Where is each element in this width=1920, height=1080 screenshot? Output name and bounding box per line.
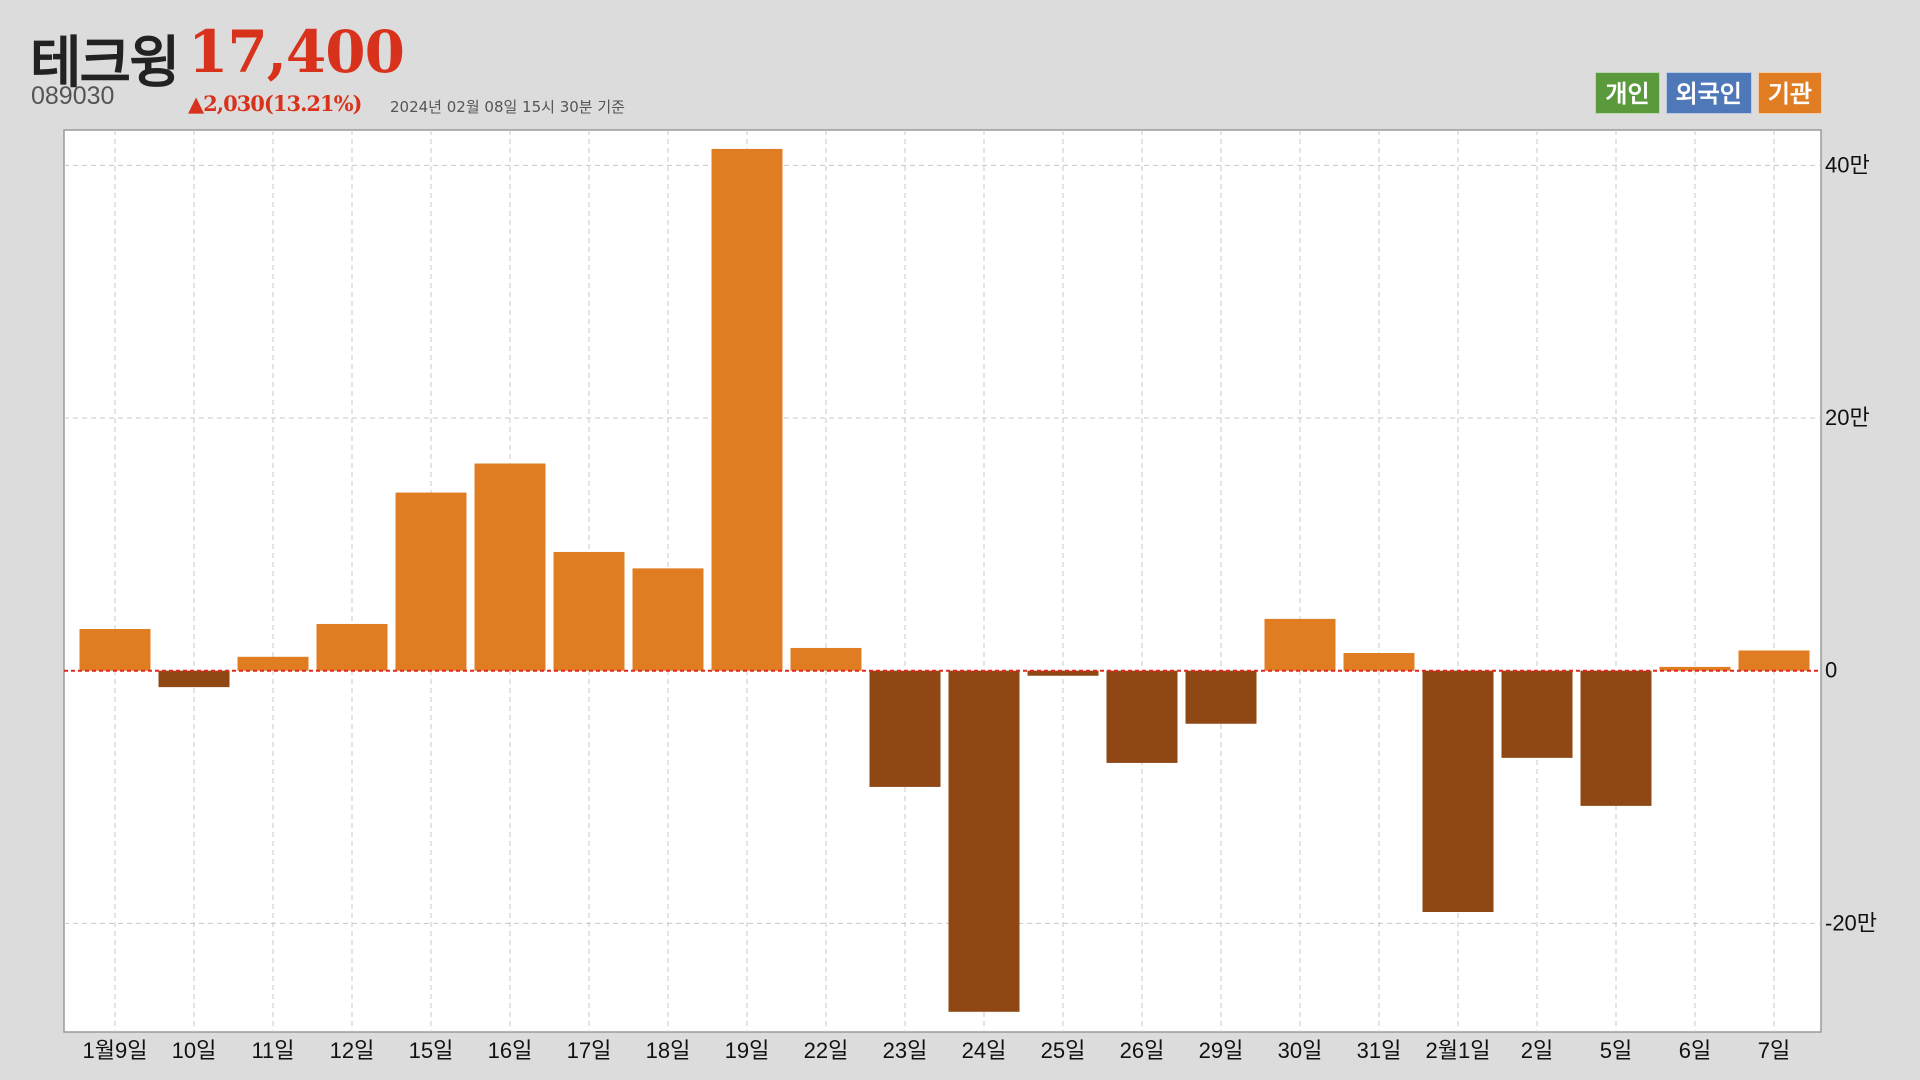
legend-institution[interactable]: 기관 (1757, 72, 1822, 114)
y-tick-label: 20만 (1825, 405, 1870, 430)
legend: 개인 외국인 기관 (1595, 72, 1822, 114)
bar (1659, 666, 1731, 671)
x-tick-label: 12일 (330, 1038, 375, 1063)
x-tick-label: 30일 (1278, 1038, 1323, 1063)
y-tick-label: 40만 (1825, 152, 1870, 177)
header: 테크윙 17,400 089030 ▲2,030(13.21%) 2024년 0… (0, 0, 1920, 128)
x-tick-label: 11일 (251, 1038, 294, 1063)
x-tick-label: 2월1일 (1426, 1038, 1491, 1063)
x-tick-label: 2일 (1521, 1038, 1553, 1063)
bar (158, 670, 230, 688)
bar (1422, 670, 1494, 912)
bar (474, 463, 546, 671)
x-tick-label: 10일 (172, 1038, 217, 1063)
x-tick-label: 31일 (1357, 1038, 1402, 1063)
bar (395, 492, 467, 671)
bar (869, 670, 941, 787)
bar (948, 670, 1020, 1012)
bar (1501, 670, 1573, 758)
x-tick-label: 17일 (567, 1038, 612, 1063)
x-tick-label: 6일 (1679, 1038, 1711, 1063)
x-tick-label: 1월9일 (83, 1038, 148, 1063)
bar (1343, 653, 1415, 671)
bar (1106, 670, 1178, 763)
bar (632, 568, 704, 671)
bar (1264, 618, 1336, 671)
bar (237, 656, 309, 671)
bar (1185, 670, 1257, 724)
plot-area (63, 129, 1822, 1033)
bar (711, 148, 783, 671)
legend-individual[interactable]: 개인 (1595, 72, 1660, 114)
legend-foreigner[interactable]: 외국인 (1665, 72, 1752, 114)
axis-labels: 40만 20만 0 -20만 1월9일 10일 11일 12일 15일 16일 17일 18일 19일 2… (83, 152, 1878, 1063)
x-tick-label: 24일 (962, 1038, 1007, 1063)
price-change: ▲2,030(13.21%) (188, 91, 362, 116)
y-tick-label: 0 (1825, 658, 1837, 683)
bar (553, 551, 625, 671)
x-tick-label: 23일 (883, 1038, 928, 1063)
x-tick-label: 29일 (1199, 1038, 1244, 1063)
x-tick-label: 18일 (646, 1038, 691, 1063)
x-tick-label: 22일 (804, 1038, 849, 1063)
bar (1580, 670, 1652, 806)
bar (1738, 650, 1810, 671)
x-tick-label: 16일 (488, 1038, 533, 1063)
x-tick-label: 25일 (1041, 1038, 1086, 1063)
bar (79, 629, 151, 671)
bar (1027, 670, 1099, 676)
x-tick-label: 26일 (1120, 1038, 1165, 1063)
bars (79, 148, 1810, 1012)
y-tick-label: -20만 (1825, 910, 1877, 935)
stock-name: 테크윙 (30, 31, 181, 96)
x-tick-label: 5일 (1600, 1038, 1632, 1063)
timestamp: 2024년 02월 08일 15시 30분 기준 (390, 98, 625, 116)
stock-code: 089030 (31, 82, 115, 110)
bar (316, 623, 388, 671)
stock-price: 17,400 (188, 18, 405, 86)
x-tick-label: 7일 (1758, 1038, 1790, 1063)
x-tick-label: 15일 (409, 1038, 454, 1063)
bar (790, 647, 862, 671)
x-tick-label: 19일 (725, 1038, 770, 1063)
